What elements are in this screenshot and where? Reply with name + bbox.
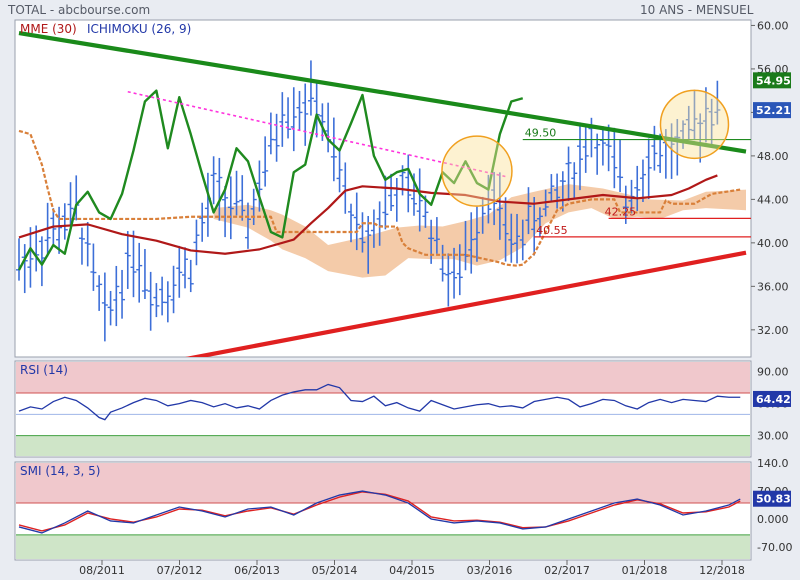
highlight-circle bbox=[441, 135, 513, 207]
x-axis: 08/2011 07/2012 06/2013 05/2014 04/2015 03/20… bbox=[79, 560, 745, 577]
smi-oversold-zone bbox=[16, 534, 750, 559]
smi-badge-label: 50.83 bbox=[756, 493, 791, 506]
rsi-chart bbox=[16, 362, 750, 456]
trendline-support bbox=[185, 250, 747, 357]
rsi-line bbox=[18, 383, 741, 421]
legend-ichimoku: ICHIMOKU (26, 9) bbox=[87, 22, 191, 36]
highlight-circle bbox=[659, 89, 730, 160]
smi-ytick-label: 0.000 bbox=[757, 513, 789, 526]
price-ytick-label: 40.00 bbox=[757, 237, 789, 250]
rsi-title: RSI (14) bbox=[20, 363, 68, 377]
rsi-ytick-label: 90.00 bbox=[757, 366, 789, 379]
level-label-42-25: 42.25 bbox=[605, 205, 637, 218]
level-label-40-55: 40.55 bbox=[536, 224, 568, 237]
x-tick-label: 01/2018 bbox=[622, 564, 668, 577]
x-tick-label: 03/2016 bbox=[467, 564, 513, 577]
rsi-badge-label: 64.42 bbox=[756, 393, 791, 406]
legend-mme: MME (30) bbox=[20, 22, 77, 36]
rsi-oversold-zone bbox=[16, 435, 750, 456]
mme-line bbox=[18, 174, 718, 255]
x-tick-label: 04/2015 bbox=[389, 564, 435, 577]
kijun-line bbox=[18, 129, 741, 267]
smi-badge bbox=[753, 490, 791, 507]
price-ytick-label: 60.00 bbox=[757, 19, 789, 32]
smi-title: SMI (14, 3, 5) bbox=[20, 464, 100, 478]
x-tick-label: 06/2013 bbox=[234, 564, 280, 577]
price-ytick-label: 32.00 bbox=[757, 324, 789, 337]
badge-last-price bbox=[753, 102, 791, 119]
price-ytick-label: 36.00 bbox=[757, 280, 789, 293]
price-ytick-label: 48.00 bbox=[757, 150, 789, 163]
header-title: TOTAL - abcbourse.com bbox=[7, 3, 150, 17]
level-label-49-50: 49.50 bbox=[525, 127, 557, 140]
x-tick-label: 05/2014 bbox=[312, 564, 358, 577]
smi-ytick-label: -70.00 bbox=[757, 541, 792, 554]
badge-last-price-label: 52.21 bbox=[756, 104, 791, 117]
tenkan-line bbox=[17, 89, 524, 271]
smi-ytick-label: 140.0 bbox=[757, 457, 789, 470]
smi-chart bbox=[16, 463, 750, 559]
x-tick-label: 12/2018 bbox=[699, 564, 745, 577]
x-tick-label: 08/2011 bbox=[79, 564, 125, 577]
ichimoku-cloud bbox=[213, 184, 746, 278]
badge-resistance bbox=[753, 72, 791, 89]
trendline-dotted bbox=[127, 90, 506, 178]
header-period: 10 ANS - MENSUEL bbox=[640, 3, 754, 17]
trendline-resistance bbox=[18, 30, 747, 154]
price-ytick-label: 44.00 bbox=[757, 193, 789, 206]
smi-main-line bbox=[18, 490, 741, 534]
x-tick-label: 07/2012 bbox=[157, 564, 203, 577]
price-chart: 49.50 42.25 40.55 bbox=[16, 30, 751, 357]
rsi-badge bbox=[753, 390, 791, 407]
candles bbox=[16, 60, 721, 342]
rsi-overbought-zone bbox=[16, 362, 750, 393]
x-tick-label: 02/2017 bbox=[544, 564, 590, 577]
smi-overbought-zone bbox=[16, 463, 750, 504]
badge-resistance-label: 54.95 bbox=[756, 74, 791, 87]
rsi-ytick-label: 30.00 bbox=[757, 430, 789, 443]
